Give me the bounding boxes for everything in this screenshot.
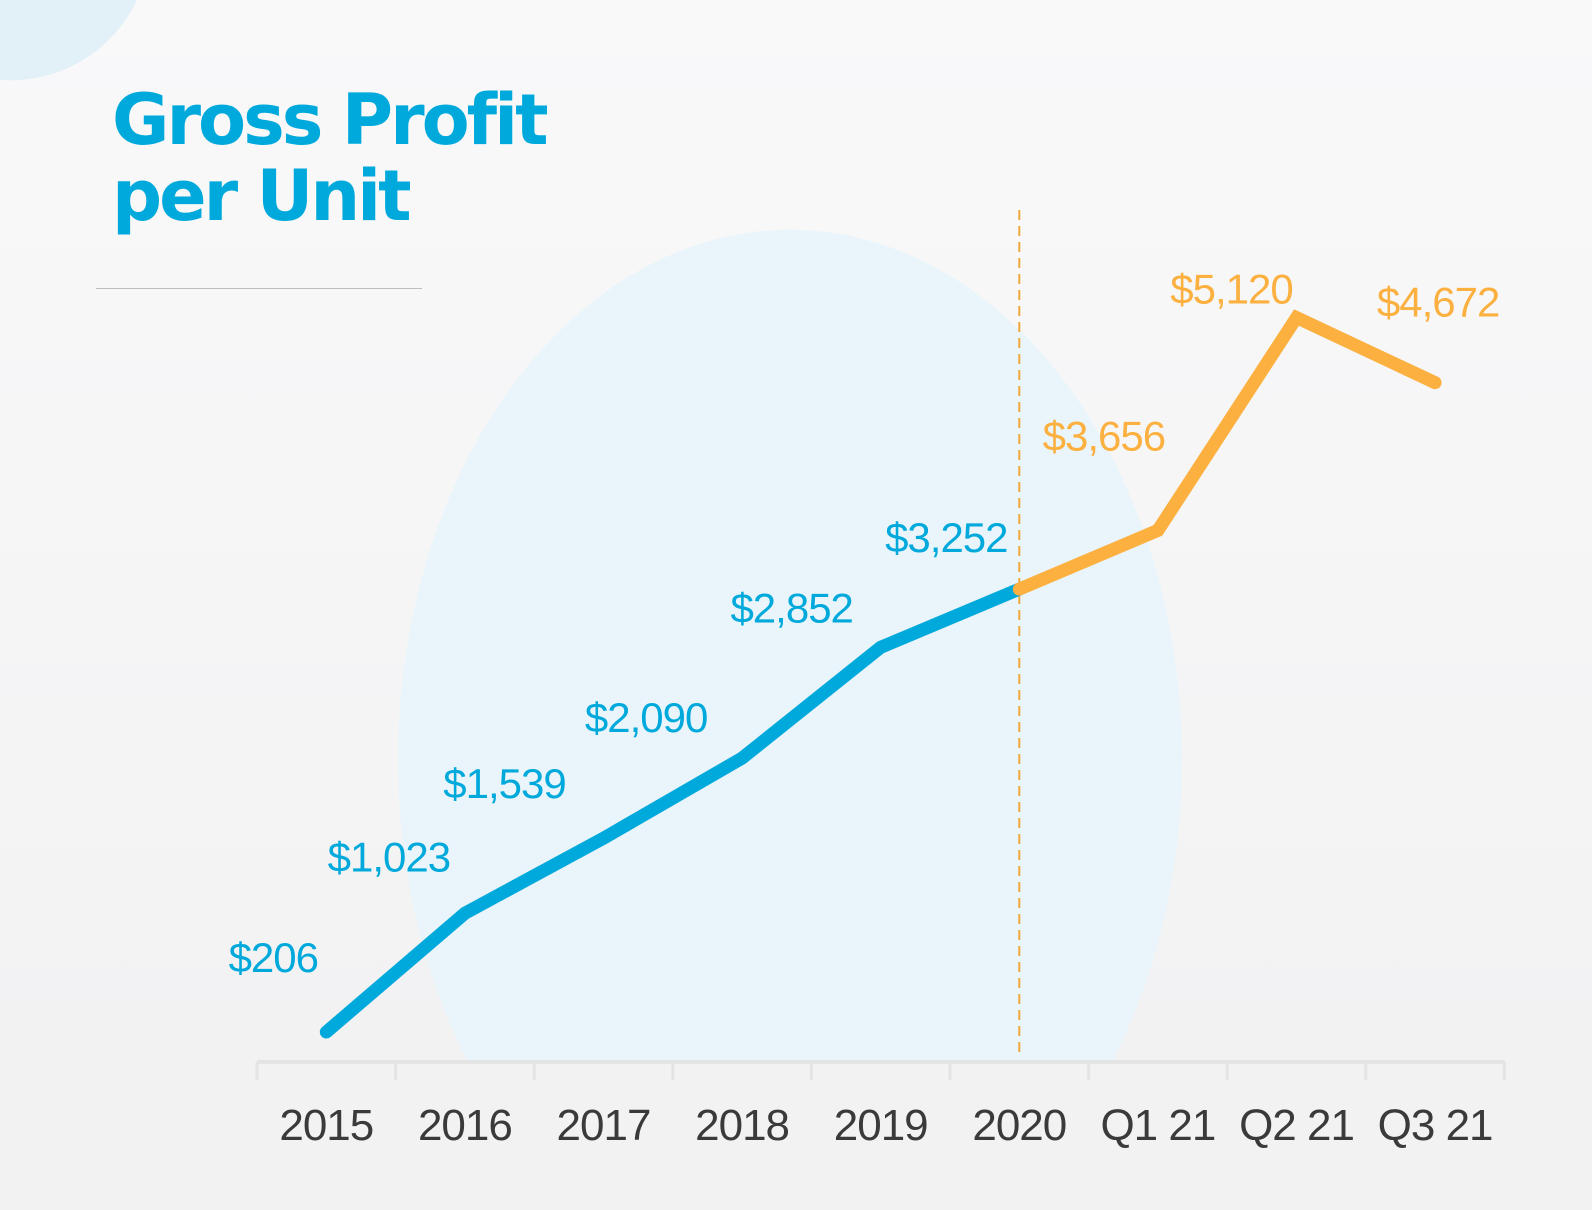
series-lines [319, 309, 1442, 1039]
data-label: $2,090 [585, 694, 707, 741]
data-label: $4,672 [1377, 279, 1499, 326]
x-tick-label: Q3 21 [1378, 1101, 1493, 1150]
data-label: $5,120 [1170, 266, 1292, 313]
x-tick-label: Q1 21 [1100, 1101, 1215, 1150]
x-tick-label: 2015 [279, 1101, 373, 1150]
x-tick-label: 2017 [557, 1101, 651, 1150]
chart-title: Gross Profit per Unit [112, 79, 549, 237]
x-tick-label: 2018 [695, 1101, 789, 1150]
title-line-1: Gross Profit [112, 79, 549, 161]
title-line-2: per Unit [112, 155, 412, 237]
data-label: $2,852 [730, 584, 852, 631]
data-label: $206 [229, 934, 318, 981]
title-divider [96, 288, 422, 289]
annual-series-line [319, 582, 1026, 1039]
x-tick-label: Q2 21 [1239, 1101, 1354, 1150]
x-tick-label: 2020 [972, 1101, 1066, 1150]
x-tick-label: 2019 [834, 1101, 928, 1150]
data-label: $3,656 [1043, 412, 1165, 459]
x-tick-labels: 2015 2016 2017 2018 2019 2020 Q1 21 Q2 21 Q3 21 [279, 1101, 1493, 1150]
quarterly-series-line [1012, 309, 1442, 596]
decorative-background-ellipse [397, 229, 1182, 1063]
decorative-corner-circle [0, 0, 137, 81]
x-axis [255, 1060, 1506, 1080]
data-label: $1,023 [328, 833, 450, 880]
x-tick-label: 2016 [418, 1101, 512, 1150]
data-label: $1,539 [443, 760, 565, 807]
data-labels: $206 $1,023 $1,539 $2,090 $2,852 $3,252 $3,656… [229, 266, 1501, 981]
background-below-axis [0, 1062, 1592, 1210]
data-label: $3,252 [885, 514, 1007, 561]
